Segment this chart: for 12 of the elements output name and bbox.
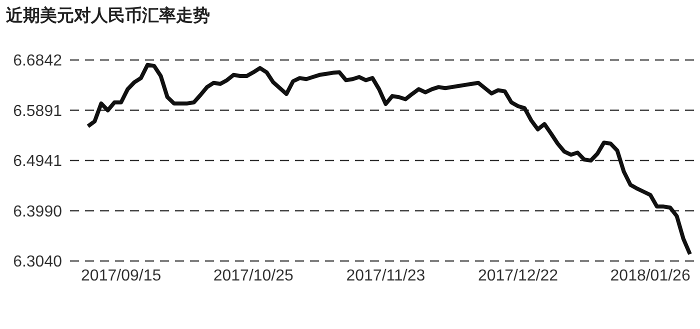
y-tick-label: 6.3990 xyxy=(13,203,62,220)
x-tick-label: 2018/01/26 xyxy=(610,267,690,284)
y-tick-label: 6.5891 xyxy=(13,102,62,120)
y-tick-label: 6.3040 xyxy=(13,254,62,271)
y-tick-label: 6.6842 xyxy=(13,52,62,70)
x-tick-label: 2017/10/25 xyxy=(213,267,294,284)
chart-title: 近期美元对人民币汇率走势 xyxy=(6,5,210,27)
x-tick-label: 2017/12/22 xyxy=(478,267,558,284)
line-series xyxy=(86,62,692,256)
x-tick-label: 2017/11/23 xyxy=(346,267,426,284)
y-tick-label: 6.4941 xyxy=(13,153,62,170)
x-tick-label: 2017/09/15 xyxy=(81,267,162,284)
